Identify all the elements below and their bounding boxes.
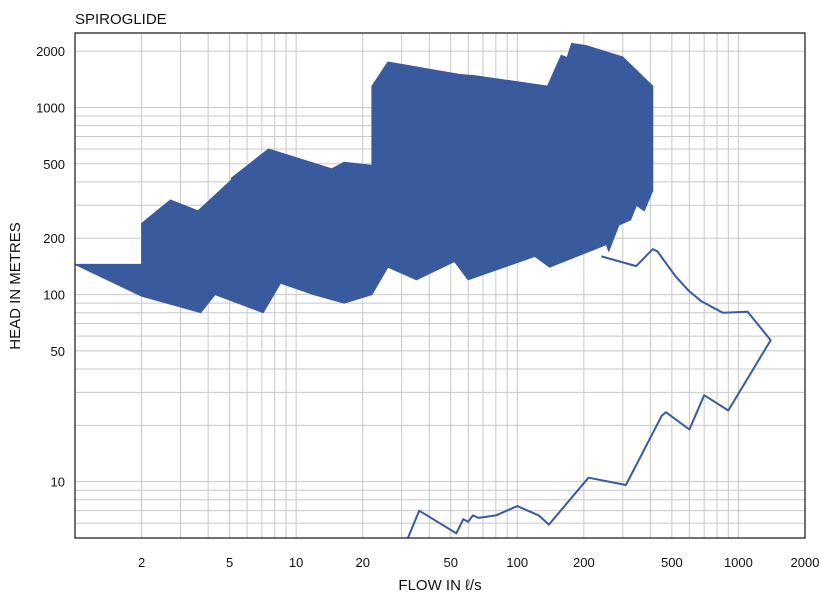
x-tick-label: 20	[355, 555, 369, 570]
y-tick-label: 500	[43, 157, 65, 172]
y-axis-title: HEAD IN METRES	[7, 222, 24, 350]
x-axis-title: FLOW IN ℓ/s	[398, 577, 481, 594]
x-tick-label: 5	[226, 555, 233, 570]
y-tick-labels: 10 50 100 200 500 1000 2000	[36, 44, 65, 490]
x-tick-label: 500	[661, 555, 683, 570]
operating-range-outline	[406, 248, 772, 539]
x-tick-label: 2	[138, 555, 145, 570]
chart-title: SPIROGLIDE	[75, 11, 167, 28]
x-tick-label: 10	[289, 555, 303, 570]
y-tick-label: 10	[51, 475, 65, 490]
x-tick-label: 2000	[791, 555, 819, 570]
y-tick-label: 50	[51, 344, 65, 359]
x-tick-labels: 2 5 10 20 50 100 200 500 1000 2000	[138, 555, 819, 570]
x-tick-label: 50	[443, 555, 457, 570]
y-tick-label: 200	[43, 231, 65, 246]
x-tick-label: 200	[573, 555, 595, 570]
operating-range-area	[74, 42, 654, 314]
plot-frame	[74, 32, 806, 539]
y-tick-label: 1000	[36, 100, 65, 115]
series-layer	[74, 42, 772, 539]
y-tick-label: 2000	[36, 44, 65, 59]
y-tick-label: 100	[43, 288, 65, 303]
x-tick-label: 100	[506, 555, 528, 570]
x-tick-label: 1000	[724, 555, 753, 570]
